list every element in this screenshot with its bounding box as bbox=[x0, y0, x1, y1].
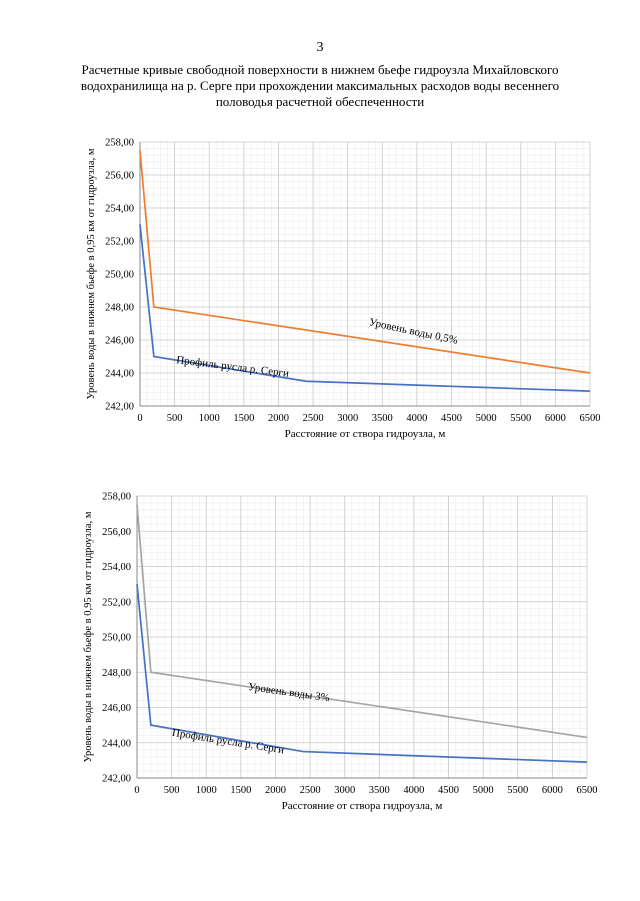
page-number: 3 bbox=[316, 40, 324, 55]
x-tick-label: 4000 bbox=[406, 413, 427, 424]
x-tick-label: 1000 bbox=[199, 413, 220, 424]
x-tick-label: 2500 bbox=[303, 413, 324, 424]
major-gridlines bbox=[136, 495, 588, 779]
y-tick-label: 250,00 bbox=[105, 270, 134, 281]
x-tick-label: 2000 bbox=[268, 413, 289, 424]
x-tick-label: 500 bbox=[167, 413, 183, 424]
x-tick-label: 2500 bbox=[300, 785, 321, 796]
y-tick-label: 242,00 bbox=[102, 774, 131, 785]
x-axis-title: Расстояние от створа гидроузла, м bbox=[282, 800, 443, 812]
x-tick-label: 4500 bbox=[441, 413, 462, 424]
y-axis-title: Уровень воды в нижнем бьефе в 0,95 км от… bbox=[83, 511, 94, 762]
y-tick-label: 250,00 bbox=[102, 633, 131, 644]
x-tick-label: 5000 bbox=[476, 413, 497, 424]
x-tick-label: 4500 bbox=[438, 785, 459, 796]
y-tick-label: 258,00 bbox=[105, 138, 134, 149]
x-tick-label: 2000 bbox=[265, 785, 286, 796]
x-tick-label: 1500 bbox=[233, 413, 254, 424]
series-line-1 bbox=[139, 224, 591, 392]
y-tick-label: 248,00 bbox=[105, 303, 134, 314]
x-tick-label: 1500 bbox=[230, 785, 251, 796]
y-tick-label: 248,00 bbox=[102, 668, 131, 679]
series-annotation: Уровень воды 3% bbox=[247, 681, 330, 704]
y-tick-label: 244,00 bbox=[102, 738, 131, 749]
x-tick-label: 3000 bbox=[334, 785, 355, 796]
document-title: Расчетные кривые свободной поверхности в… bbox=[80, 62, 560, 109]
chart-water-level-0-5: 0 500 1000 1500 2000 2500 3000 3500 4000 4500 5000… bbox=[0, 120, 640, 450]
x-tick-label: 3500 bbox=[369, 785, 390, 796]
y-tick-label: 258,00 bbox=[102, 492, 131, 503]
y-tick-label: 254,00 bbox=[105, 204, 134, 215]
chart-1-svg: 0 500 1000 1500 2000 2500 3000 3500 4000 4500 5000… bbox=[86, 138, 601, 441]
y-tick-label: 252,00 bbox=[102, 597, 131, 608]
y-tick-label: 256,00 bbox=[102, 527, 131, 538]
chart-water-level-3: 0 500 1000 1500 2000 2500 3000 3500 4000 4500 5000… bbox=[0, 478, 640, 818]
y-axis-title: Уровень воды в нижнем бьефе в 0,95 км от… bbox=[86, 148, 97, 399]
x-tick-label: 6000 bbox=[545, 413, 566, 424]
series-line-0 bbox=[139, 150, 591, 374]
x-tick-label: 3500 bbox=[372, 413, 393, 424]
x-axis-title: Расстояние от створа гидроузла, м bbox=[285, 428, 446, 440]
series-line-1 bbox=[136, 584, 588, 763]
x-tick-label: 0 bbox=[134, 785, 139, 796]
x-tick-label: 6500 bbox=[580, 413, 601, 424]
y-tick-label: 252,00 bbox=[105, 237, 134, 248]
series-annotation: Уровень воды 0,5% bbox=[368, 316, 459, 347]
series-annotation: Профиль русла р. Серги bbox=[176, 354, 290, 380]
y-tick-label: 244,00 bbox=[105, 369, 134, 380]
y-tick-label: 256,00 bbox=[105, 171, 134, 182]
x-tick-label: 4000 bbox=[403, 785, 424, 796]
x-tick-label: 5500 bbox=[510, 413, 531, 424]
y-tick-label: 246,00 bbox=[105, 336, 134, 347]
series-line-0 bbox=[136, 504, 588, 739]
x-tick-label: 6000 bbox=[542, 785, 563, 796]
series-annotation: Профиль русла р. Серги bbox=[171, 727, 285, 757]
x-tick-label: 6500 bbox=[577, 785, 598, 796]
y-tick-label: 246,00 bbox=[102, 703, 131, 714]
x-tick-label: 5500 bbox=[507, 785, 528, 796]
y-tick-label: 242,00 bbox=[105, 402, 134, 413]
chart-2-svg: 0 500 1000 1500 2000 2500 3000 3500 4000 4500 5000… bbox=[83, 492, 598, 813]
x-tick-label: 500 bbox=[164, 785, 180, 796]
y-tick-label: 254,00 bbox=[102, 562, 131, 573]
x-tick-label: 1000 bbox=[196, 785, 217, 796]
x-tick-label: 3000 bbox=[337, 413, 358, 424]
x-tick-label: 5000 bbox=[473, 785, 494, 796]
x-tick-label: 0 bbox=[137, 413, 142, 424]
